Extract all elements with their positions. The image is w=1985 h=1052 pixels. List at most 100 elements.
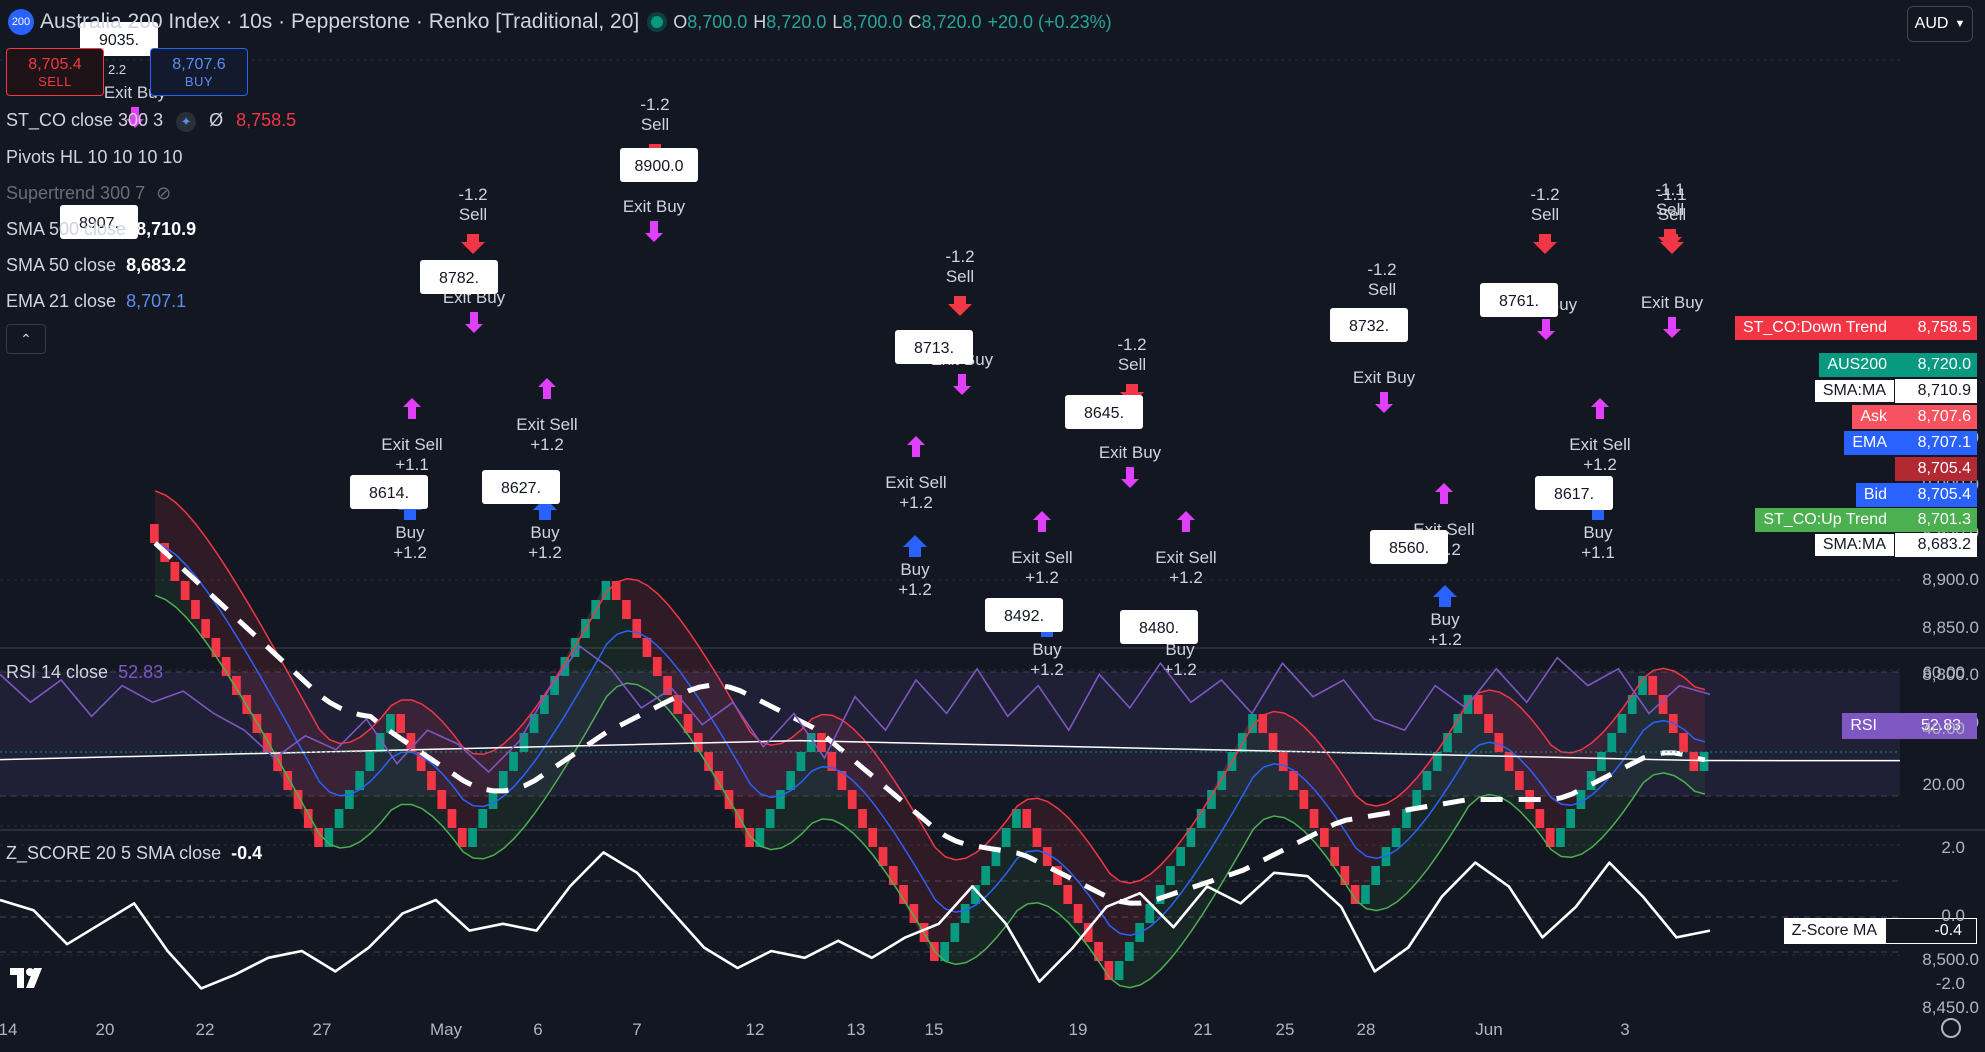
buy-signal-value: +1.2 <box>1163 660 1197 679</box>
chart-header: 200 Australia 200 Index · 10s · Pepperst… <box>0 0 1900 44</box>
rsi-axis-tick: 60.00 <box>1922 663 1965 682</box>
market-status-icon[interactable] <box>651 16 664 28</box>
renko-brick <box>170 562 180 581</box>
renko-brick <box>519 733 529 752</box>
time-axis-tick: 28 <box>1356 1020 1376 1039</box>
legend-pivots[interactable]: Pivots HL 10 10 10 10 <box>6 147 183 167</box>
exit-sell-arrow-icon <box>1033 511 1051 532</box>
sell-signal-label: Sell <box>1531 205 1559 224</box>
pivot-label-text: 8782. <box>439 270 479 287</box>
exit-buy-arrow-icon <box>645 221 663 242</box>
sell-price: 8,705.4 <box>28 55 82 73</box>
renko-brick <box>1638 676 1647 695</box>
renko-brick <box>868 828 878 847</box>
rsi-axis-tick: 20.00 <box>1922 775 1965 794</box>
pivot-label-text: 8713. <box>914 340 954 357</box>
zscore-pane[interactable] <box>0 851 1711 990</box>
exit-sell-label: Exit Sell <box>1569 435 1630 454</box>
exit-buy-label: Exit Buy <box>1641 293 1704 312</box>
zscore-legend[interactable]: Z_SCORE 20 5 SMA close -0.4 <box>6 843 263 863</box>
legend-ema21[interactable]: EMA 21 close 8,707.1 <box>6 291 187 311</box>
rsi-pane[interactable] <box>0 645 1711 774</box>
time-axis-tick: 3 <box>1620 1020 1630 1039</box>
renko-brick <box>1278 752 1288 771</box>
link-icon[interactable]: ✦ <box>176 112 197 132</box>
grid-lines <box>0 59 1985 956</box>
renko-brick <box>191 600 200 619</box>
renko-brick <box>663 676 672 695</box>
pivot-label-box <box>620 148 698 182</box>
exit-sell-value: +1.2 <box>1583 455 1617 474</box>
price-tag-label: EMA <box>1844 431 1895 455</box>
renko-brick <box>468 828 477 847</box>
pivot-label-box <box>60 205 138 239</box>
renko-brick <box>1309 809 1319 828</box>
renko-brick <box>1576 790 1586 809</box>
sell-signal-value: -1.2 <box>1367 260 1396 279</box>
symbol-title[interactable]: Australia 200 Index · 10s · Pepperstone … <box>40 10 640 33</box>
price-tag-label: SMA:MA <box>1813 533 1895 557</box>
renko-brick <box>1484 714 1493 733</box>
buy-button[interactable]: 8,707.6 BUY <box>150 48 248 96</box>
rsi-axis-tick: 40.00 <box>1922 719 1965 738</box>
renko-brick <box>1104 961 1114 980</box>
renko-brick <box>1073 904 1083 923</box>
buy-signal-value: +1.2 <box>393 543 427 562</box>
legend-sma50[interactable]: SMA 50 close 8,683.2 <box>6 255 187 275</box>
st-co-uptrend-line <box>154 594 1706 989</box>
legend-supertrend[interactable]: Supertrend 300 7 ⊘ <box>6 183 172 203</box>
renko-brick <box>601 581 611 600</box>
currency-select[interactable]: AUD ▼ <box>1907 6 1973 42</box>
symbol-logo[interactable]: 200 <box>8 9 34 35</box>
sell-signal-value: -1.1 <box>1657 185 1686 204</box>
exit-buy-arrow-icon <box>1537 319 1555 340</box>
renko-brick <box>673 695 683 714</box>
price-tag: ST_CO:Down Trend 8,758.5 <box>1734 316 1977 340</box>
exit-sell-label: Exit Sell <box>516 415 577 434</box>
settings-gear-icon[interactable] <box>1941 1018 1961 1038</box>
renko-brick <box>1556 828 1565 847</box>
legend-sma500[interactable]: SMA 500 close 8,710.9 <box>6 219 197 239</box>
pivot-label-text: 8732. <box>1349 318 1389 335</box>
exit-sell-arrow-icon <box>1177 511 1195 532</box>
time-axis-tick: 22 <box>195 1020 215 1039</box>
st-co-downtrend-line <box>154 490 1706 884</box>
sell-signal-label: Sell <box>459 205 487 224</box>
hidden-eye-icon[interactable]: ⊘ <box>156 183 172 203</box>
price-tag-value: 8,710.9 <box>1895 379 1977 403</box>
legend-st-co[interactable]: ST_CO close 300 3 ✦ Ø 8,758.5 <box>6 110 297 132</box>
renko-brick <box>1022 809 1032 828</box>
renko-brick <box>1217 771 1227 790</box>
time-axis-tick: 27 <box>312 1020 332 1039</box>
sell-button[interactable]: 8,705.4 SELL <box>6 48 104 96</box>
time-axis-tick: 13 <box>846 1020 866 1039</box>
rsi-legend[interactable]: RSI 14 close 52.83 <box>6 662 164 682</box>
price-tag: ST_CO:Up Trend 8,701.3 <box>1755 508 1977 532</box>
renko-brick <box>1289 771 1298 790</box>
renko-brick <box>150 524 159 543</box>
price-axis-tick: 8,900.0 <box>1922 570 1979 589</box>
price-tag-value: 8,707.6 <box>1895 405 1977 429</box>
pivot-label-box <box>350 475 428 509</box>
renko-brick <box>478 809 488 828</box>
exit-sell-arrow-icon <box>1591 398 1609 419</box>
renko-brick <box>355 771 364 790</box>
renko-brick <box>1679 733 1688 752</box>
zscore-tag: Z-Score MA <box>1783 918 1885 944</box>
renko-brick <box>211 638 221 657</box>
price-axis-tick: 8,500.0 <box>1922 950 1979 969</box>
exit-sell-arrow-icon <box>1435 483 1453 504</box>
renko-brick <box>334 809 344 828</box>
tradingview-logo[interactable] <box>8 962 58 992</box>
exit-sell-value: +1.2 <box>1025 568 1059 587</box>
collapse-legend-button[interactable]: ⌃ <box>6 324 46 354</box>
renko-brick <box>704 752 713 771</box>
renko-brick <box>324 828 334 847</box>
renko-brick <box>591 600 600 619</box>
sell-arrow-icon <box>1658 229 1682 249</box>
sell-signal-label: Sell <box>1658 205 1686 224</box>
renko-brick <box>488 790 498 809</box>
sell-signal-value: -1.1 <box>1655 180 1684 199</box>
price-tag: Bid 8,705.4 <box>1855 483 1977 507</box>
